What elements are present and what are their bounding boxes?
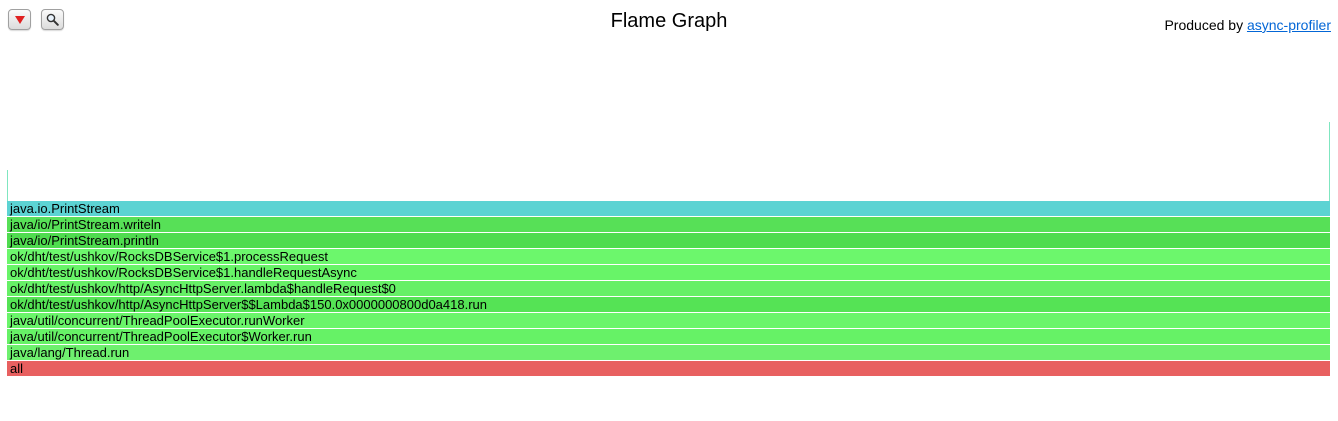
frame-row[interactable]: java/io/PrintStream.writeln xyxy=(7,217,1330,232)
page-title: Flame Graph xyxy=(610,10,728,32)
producer-label: Produced by xyxy=(1164,17,1244,33)
frame-row[interactable]: java/util/concurrent/ThreadPoolExecutor.… xyxy=(7,313,1330,328)
thin-frame-right[interactable] xyxy=(1329,122,1330,201)
frame-row[interactable]: java.io.PrintStream xyxy=(7,201,1330,216)
magnifier-icon xyxy=(46,13,59,26)
producer-credit: Produced by async-profiler xyxy=(1164,17,1331,34)
frame-row[interactable]: ok/dht/test/ushkov/RocksDBService$1.proc… xyxy=(7,249,1330,264)
search-button[interactable] xyxy=(41,9,64,30)
async-profiler-link[interactable]: async-profiler xyxy=(1246,17,1331,33)
reverse-button[interactable] xyxy=(8,9,31,30)
frame-row[interactable]: all xyxy=(7,361,1330,376)
frame-row[interactable]: ok/dht/test/ushkov/http/AsyncHttpServer.… xyxy=(7,281,1330,296)
triangle-down-icon xyxy=(14,15,25,24)
frame-row[interactable]: ok/dht/test/ushkov/RocksDBService$1.hand… xyxy=(7,265,1330,280)
thin-frame-left[interactable] xyxy=(7,170,8,201)
frame-row[interactable]: java/util/concurrent/ThreadPoolExecutor$… xyxy=(7,329,1330,344)
frame-row[interactable]: java/io/PrintStream.println xyxy=(7,233,1330,248)
frame-row[interactable]: ok/dht/test/ushkov/http/AsyncHttpServer$… xyxy=(7,297,1330,312)
frame-row[interactable]: java/lang/Thread.run xyxy=(7,345,1330,360)
